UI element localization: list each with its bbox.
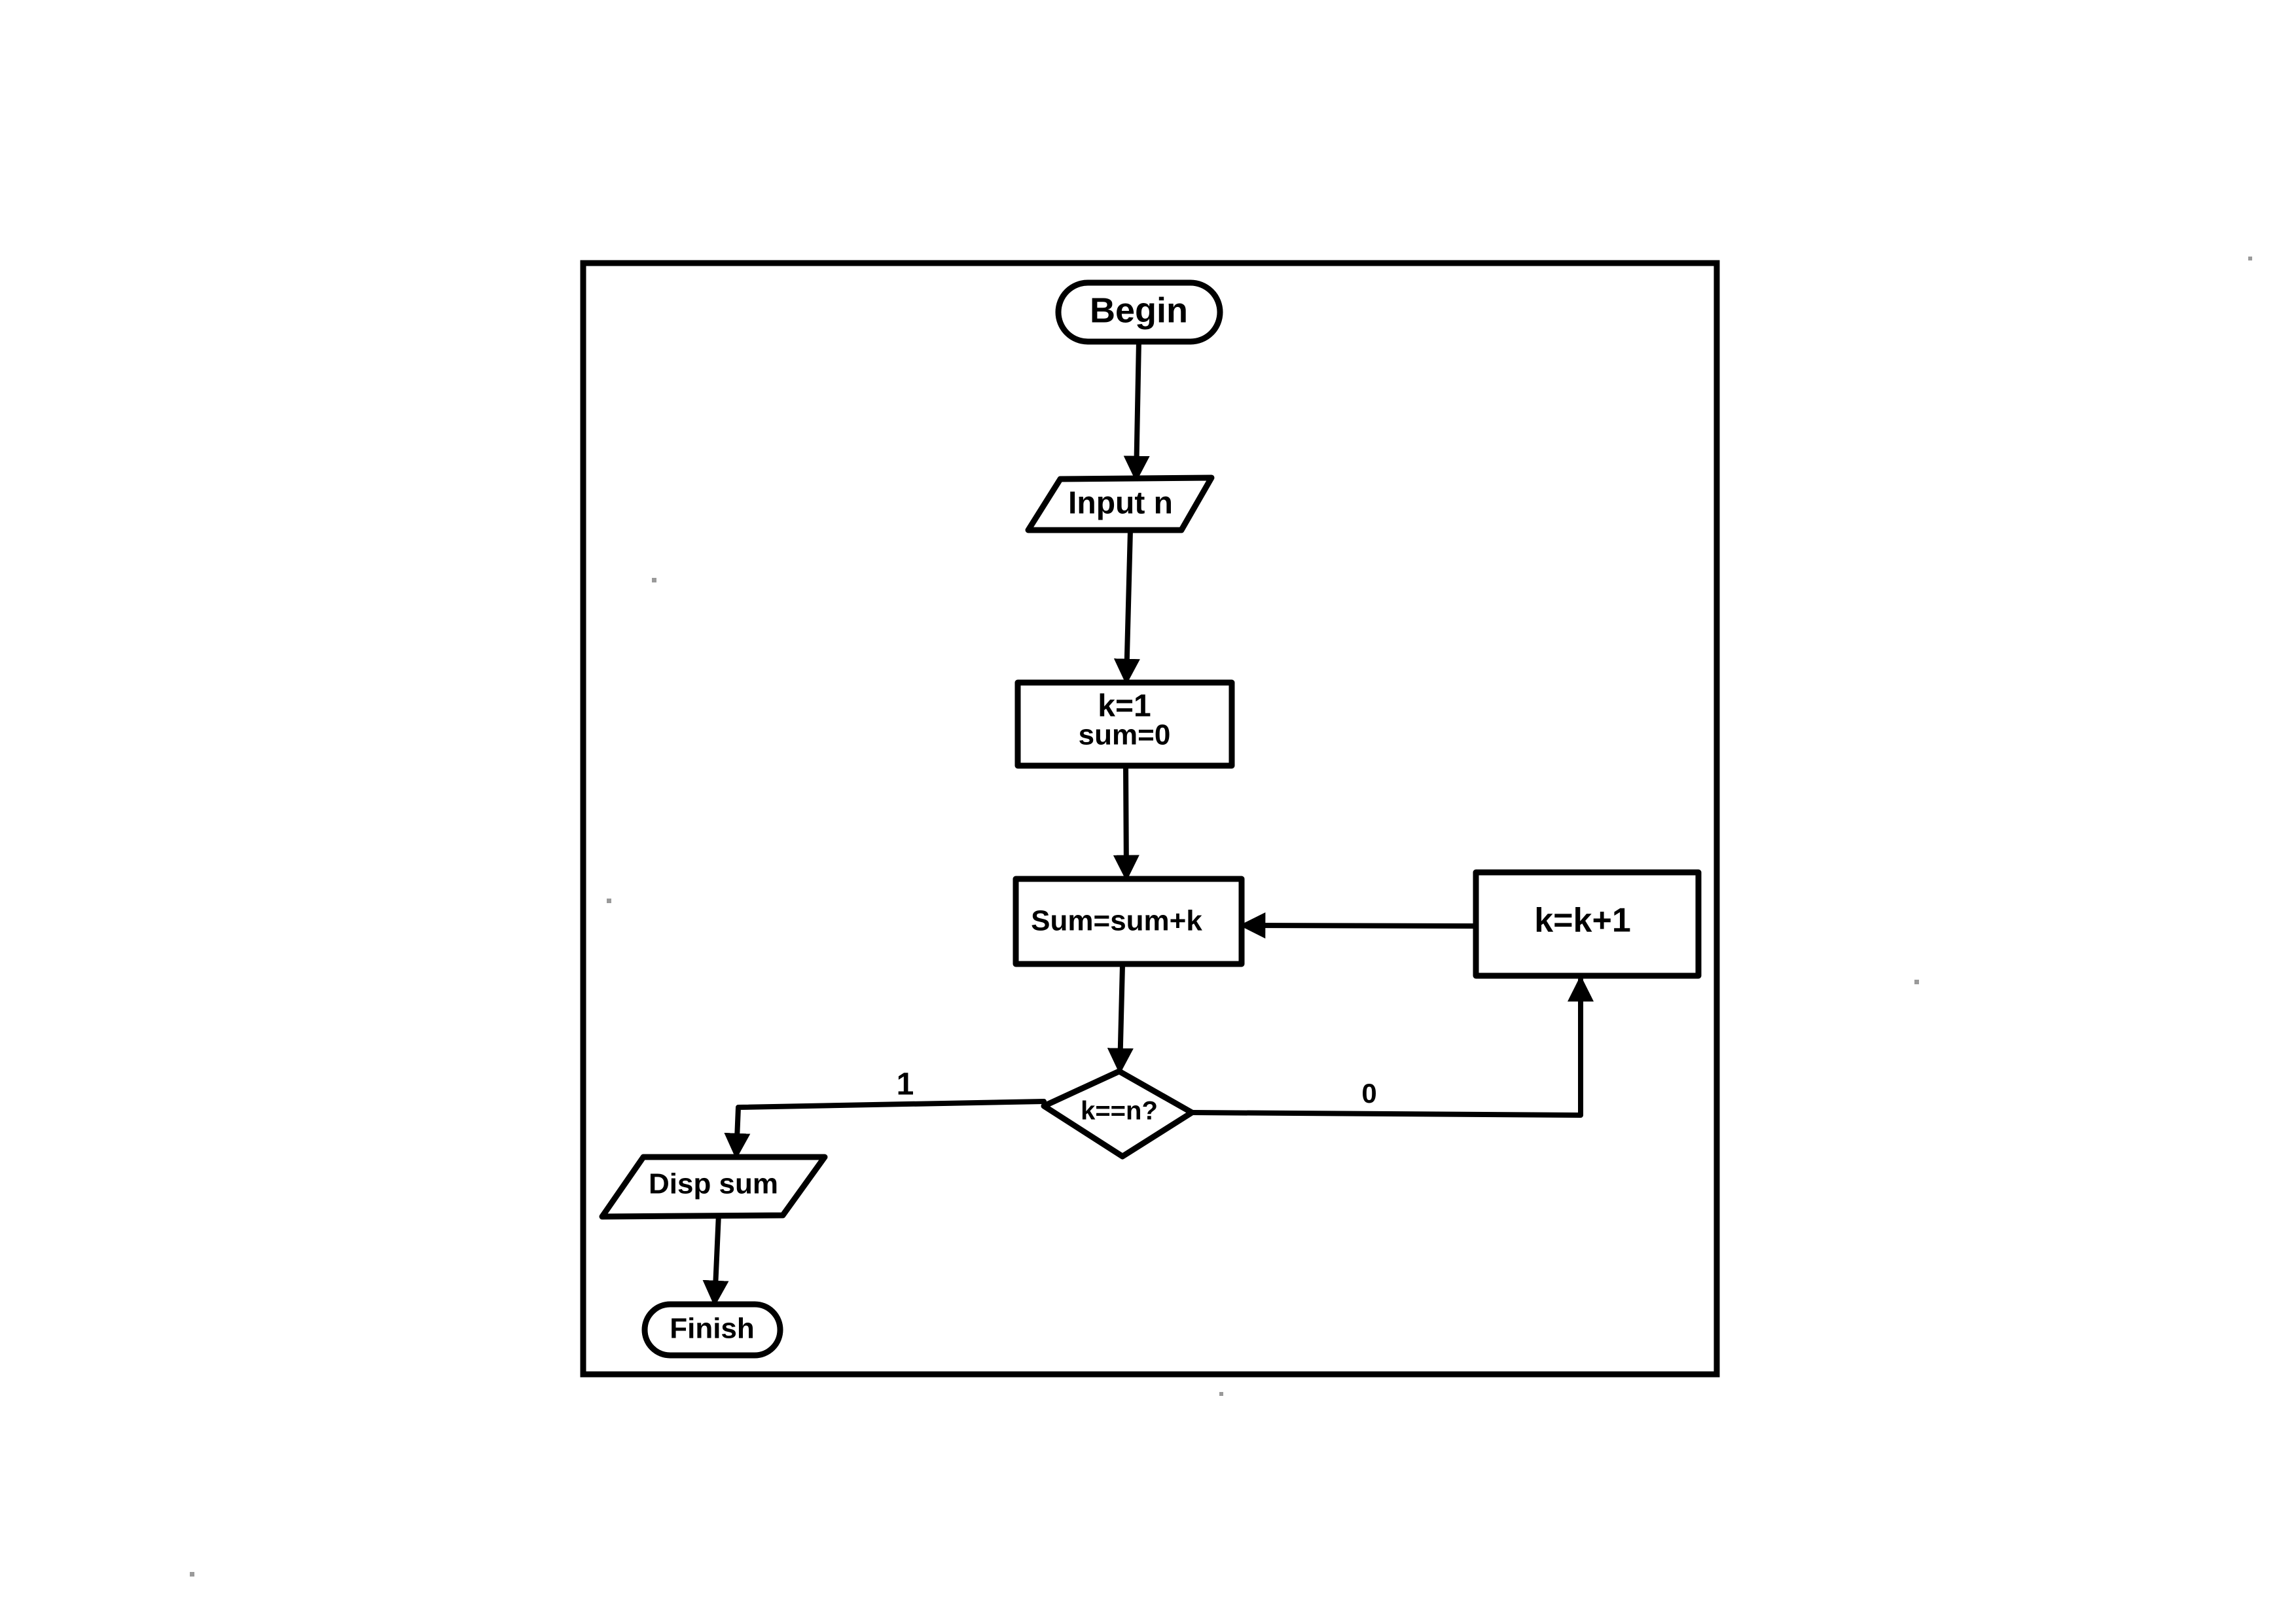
svg-text:Disp sum: Disp sum: [649, 1168, 778, 1200]
svg-text:Sum=sum+k: Sum=sum+k: [1031, 905, 1202, 937]
display-parallelogram: Disp sum: [599, 1154, 828, 1220]
svg-text:Input n: Input n: [1068, 486, 1173, 521]
svg-text:k=1: k=1: [1098, 689, 1151, 724]
svg-text:sum=0: sum=0: [1079, 719, 1171, 751]
branch-label-false: 0: [1361, 1078, 1376, 1109]
arrow-begin-to-input: [1123, 338, 1150, 482]
arrow-input-to-init: [1113, 527, 1140, 685]
finish-terminator: Finish: [641, 1301, 783, 1359]
accumulate-process-box: Sum=sum+k: [1013, 876, 1245, 967]
arrow-display-to-finish: [702, 1211, 729, 1307]
branch-label-true: 1: [897, 1067, 914, 1102]
init-process-box: k=1 sum=0: [1014, 679, 1235, 769]
begin-terminator: Begin: [1055, 279, 1223, 345]
scan-specks: [190, 257, 2252, 1577]
input-parallelogram: Input n: [1025, 474, 1215, 533]
arrow-decision-false-to-increment: [1190, 975, 1594, 1118]
diagram-frame: [580, 260, 1720, 1378]
decision-diamond: k==n?: [1041, 1068, 1195, 1160]
svg-text:k==n?: k==n?: [1081, 1097, 1158, 1126]
svg-text:k=k+1: k=k+1: [1534, 902, 1631, 940]
arrow-accumulate-to-decision: [1107, 963, 1134, 1075]
connectors: [702, 338, 1594, 1307]
svg-text:Begin: Begin: [1090, 291, 1188, 330]
increment-process-box: k=k+1: [1473, 869, 1702, 979]
arrow-decision-true-to-display: [724, 1099, 1047, 1160]
svg-text:Finish: Finish: [670, 1313, 755, 1345]
arrow-increment-to-accumulate: [1239, 912, 1477, 939]
